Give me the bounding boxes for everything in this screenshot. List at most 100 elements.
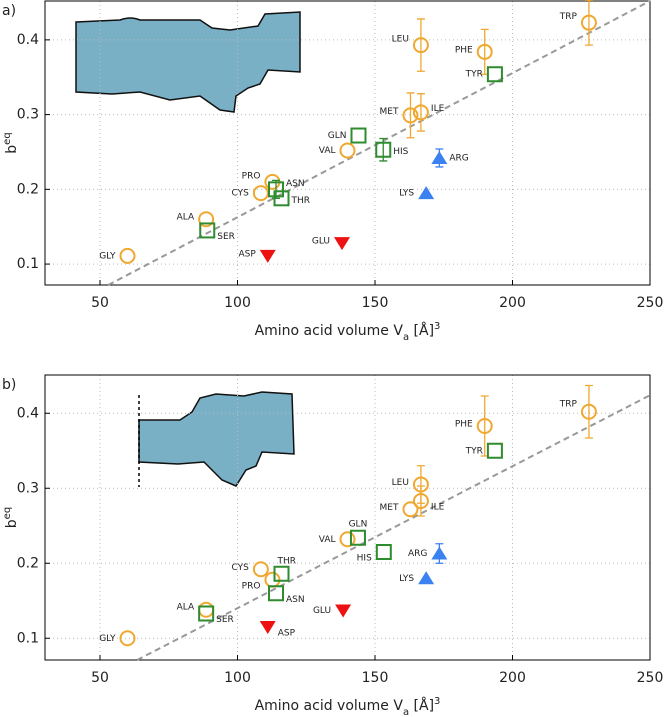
plot-frame bbox=[44, 0, 651, 286]
x-tick-label: 150 bbox=[362, 670, 389, 686]
error-bar bbox=[406, 92, 415, 139]
point-label: PHE bbox=[455, 45, 473, 55]
y-axis-label: beq bbox=[2, 132, 21, 153]
point-label: PRO bbox=[242, 581, 261, 591]
marker bbox=[252, 185, 269, 202]
point-label: VAL bbox=[319, 535, 336, 545]
point-label: GLN bbox=[328, 131, 347, 141]
y-tick-label: 0.2 bbox=[17, 555, 39, 571]
marker bbox=[335, 604, 352, 618]
marker bbox=[412, 476, 429, 493]
error-bar bbox=[584, 384, 593, 439]
point-label: GLY bbox=[99, 634, 116, 644]
x-label-part: 3 bbox=[434, 696, 440, 707]
y-tick-label: 0.4 bbox=[17, 32, 39, 48]
marker bbox=[580, 14, 597, 31]
point-label: ASN bbox=[286, 595, 305, 605]
marker bbox=[198, 211, 215, 228]
marker bbox=[268, 585, 284, 602]
marker bbox=[119, 630, 136, 647]
channel-shape bbox=[75, 11, 301, 113]
point-label: SER bbox=[216, 615, 234, 625]
point-label: LYS bbox=[399, 189, 414, 199]
point-label: LYS bbox=[399, 574, 414, 584]
y-tick-label: 0.3 bbox=[17, 480, 39, 496]
marker bbox=[418, 186, 435, 200]
channel-shape bbox=[138, 391, 295, 487]
point-label: GLN bbox=[349, 519, 368, 529]
point-label: VAL bbox=[319, 146, 336, 156]
x-tick-label: 250 bbox=[637, 670, 664, 686]
point-label: GLY bbox=[99, 251, 116, 261]
point-label: CYS bbox=[232, 189, 250, 199]
point-label: ILE bbox=[431, 503, 445, 513]
marker bbox=[259, 249, 276, 263]
x-tick-label: 250 bbox=[637, 295, 664, 311]
point-label: MET bbox=[380, 503, 399, 513]
x-label-part: Amino acid volume V bbox=[255, 698, 404, 714]
marker bbox=[339, 142, 356, 159]
point-label: ASP bbox=[278, 629, 296, 639]
error-bar bbox=[416, 465, 425, 504]
x-label-part: 3 bbox=[434, 321, 440, 332]
point-label: ASP bbox=[238, 249, 256, 259]
marker bbox=[252, 561, 269, 578]
x-tick-label: 50 bbox=[91, 295, 109, 311]
point-label: GLU bbox=[312, 237, 330, 247]
point-label: TYR bbox=[465, 446, 483, 456]
marker bbox=[268, 181, 284, 198]
marker bbox=[375, 544, 392, 560]
point-label: TRP bbox=[559, 399, 578, 409]
y-tick-label: 0.1 bbox=[17, 256, 39, 272]
marker bbox=[259, 621, 276, 634]
plot-frame bbox=[44, 374, 651, 661]
point-label: ALA bbox=[177, 602, 195, 612]
x-label-part: Amino acid volume V bbox=[255, 323, 404, 339]
point-label: MET bbox=[380, 107, 399, 117]
x-label-part: [Å] bbox=[409, 322, 434, 339]
fit-line bbox=[136, 394, 651, 661]
marker bbox=[580, 403, 597, 420]
y-tick-label: 0.3 bbox=[17, 107, 39, 123]
marker bbox=[431, 150, 448, 164]
y-label-part: eq bbox=[2, 132, 13, 145]
marker bbox=[199, 222, 216, 239]
inset-b bbox=[138, 391, 295, 487]
y-tick-label: 0.2 bbox=[17, 181, 39, 197]
marker bbox=[486, 66, 503, 83]
y-label-part: b bbox=[4, 145, 20, 154]
marker bbox=[486, 442, 503, 459]
y-label-part: eq bbox=[2, 507, 13, 520]
panel-label: b) bbox=[2, 377, 16, 393]
point-label: PHE bbox=[455, 420, 473, 430]
marker bbox=[431, 546, 448, 560]
marker bbox=[350, 127, 367, 144]
point-label: GLU bbox=[313, 606, 331, 616]
marker bbox=[476, 418, 493, 434]
panel-label: a) bbox=[2, 3, 16, 19]
marker bbox=[418, 571, 435, 585]
x-tick-label: 50 bbox=[91, 670, 109, 686]
x-tick-label: 200 bbox=[499, 670, 526, 686]
point-label: ARG bbox=[449, 153, 468, 163]
point-label: ASN bbox=[286, 179, 305, 189]
point-label: THR bbox=[277, 556, 297, 566]
point-label: ALA bbox=[177, 213, 195, 223]
point-label: SER bbox=[217, 232, 235, 242]
x-label-part: [Å] bbox=[409, 697, 434, 714]
x-label-part: a bbox=[403, 332, 409, 343]
error-bar bbox=[272, 179, 280, 199]
marker bbox=[476, 43, 493, 60]
marker bbox=[119, 247, 136, 264]
point-label: TRP bbox=[559, 12, 578, 22]
x-tick-label: 200 bbox=[499, 295, 526, 311]
x-tick-label: 100 bbox=[224, 670, 251, 686]
inset-a bbox=[75, 11, 301, 113]
marker bbox=[402, 107, 419, 124]
marker bbox=[273, 565, 290, 582]
y-tick-label: 0.4 bbox=[17, 405, 39, 421]
point-label: HIS bbox=[357, 554, 372, 564]
point-label: ARG bbox=[408, 549, 427, 559]
marker bbox=[375, 141, 392, 158]
